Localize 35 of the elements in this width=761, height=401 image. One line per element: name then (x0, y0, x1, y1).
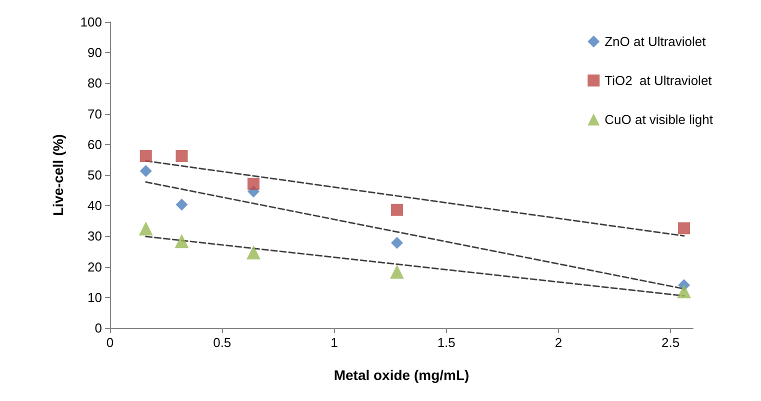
point (176, 150, 188, 162)
y-tick-label: 70 (88, 106, 102, 122)
legend-label: ZnO at Ultraviolet (604, 34, 706, 49)
y-tick-label: 60 (88, 136, 102, 152)
y-tick-label: 0 (94, 320, 102, 336)
legend-label: CuO at visible light (604, 112, 714, 127)
point (176, 198, 188, 211)
point (174, 234, 189, 248)
y-tick-label: 20 (88, 259, 102, 274)
y-tick-label: 50 (88, 168, 102, 182)
point (391, 204, 404, 216)
y-tick-label: 10 (88, 290, 102, 305)
point (140, 150, 152, 162)
y-tick-label: 80 (88, 76, 102, 91)
point (678, 222, 690, 234)
y-tick-label: 100 (80, 14, 102, 30)
point (391, 236, 404, 249)
point (138, 222, 153, 236)
x-tick-label: 1.5 (437, 335, 456, 350)
x-tick-label: 0 (106, 335, 114, 350)
x-tick-label: 2.5 (662, 335, 680, 350)
point (140, 165, 152, 178)
y-tick-label: 30 (88, 228, 102, 244)
x-tick-label: 2 (554, 335, 562, 350)
y-tick-label: 90 (88, 45, 102, 60)
point (390, 264, 404, 279)
x-axis-title: Metal oxide (mg/mL) (334, 367, 470, 383)
x-tick-label: 1 (330, 335, 338, 350)
point (677, 284, 692, 298)
point (246, 245, 261, 260)
x-tick-label: 0.5 (213, 335, 232, 350)
point (248, 178, 260, 190)
legend-label: TiO2 at Ultraviolet (604, 73, 712, 88)
y-axis-title: Live-cell (%) (50, 134, 66, 216)
y-tick-label: 40 (88, 198, 102, 214)
